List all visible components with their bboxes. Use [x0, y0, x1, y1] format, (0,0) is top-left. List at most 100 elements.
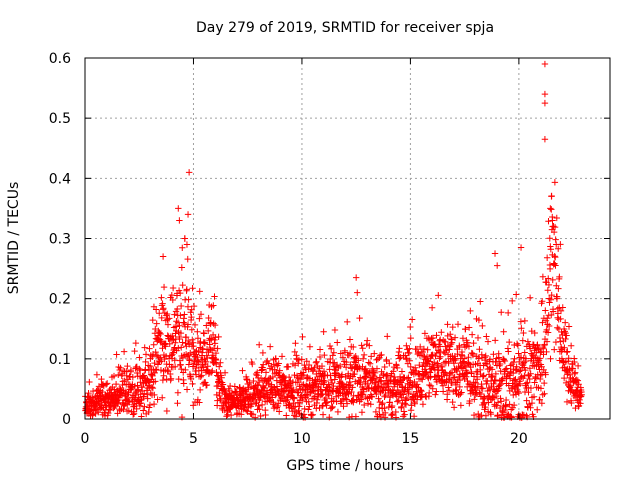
data-point: [549, 217, 556, 224]
data-point: [539, 273, 547, 280]
data-point: [556, 273, 563, 281]
data-point: [358, 409, 366, 416]
data-point: [171, 363, 179, 370]
x-axis-label: GPS time / hours: [286, 458, 403, 474]
data-point: [532, 375, 540, 382]
data-point: [482, 352, 489, 360]
data-point: [449, 323, 456, 331]
data-point: [194, 353, 201, 361]
data-point: [157, 330, 164, 338]
data-point: [524, 379, 531, 386]
data-point: [159, 253, 167, 260]
data-point: [411, 364, 419, 371]
data-point: [452, 356, 459, 364]
data-point: [447, 331, 454, 338]
data-point: [160, 305, 167, 312]
data-point: [358, 342, 365, 349]
data-point: [550, 222, 557, 230]
data-point: [117, 364, 124, 372]
data-point: [183, 386, 191, 393]
data-point: [510, 358, 517, 366]
data-point: [489, 373, 496, 380]
data-point: [422, 370, 429, 377]
data-point: [502, 366, 509, 373]
data-point: [160, 372, 167, 379]
data-point: [544, 287, 552, 294]
data-point: [120, 406, 127, 413]
data-point: [563, 398, 571, 406]
data-point: [445, 376, 453, 383]
data-point: [408, 402, 415, 409]
data-point: [445, 359, 452, 367]
data-point: [493, 402, 500, 409]
data-point: [211, 340, 219, 347]
data-point: [194, 396, 202, 403]
data-point: [185, 169, 193, 176]
data-point: [129, 411, 137, 418]
data-point: [544, 315, 551, 322]
data-point: [191, 321, 199, 329]
data-point: [351, 370, 358, 378]
data-point: [189, 363, 197, 370]
data-point: [536, 396, 543, 403]
data-point: [164, 366, 171, 374]
data-point: [197, 338, 204, 346]
data-point: [545, 275, 552, 282]
data-point: [420, 352, 428, 360]
data-point: [339, 380, 346, 387]
data-point: [565, 323, 573, 330]
data-point: [498, 309, 505, 316]
data-point: [432, 391, 439, 398]
data-point: [158, 394, 166, 401]
data-point: [529, 362, 536, 369]
data-point: [532, 354, 539, 361]
data-point: [189, 284, 196, 292]
data-point: [262, 369, 270, 376]
data-point: [313, 358, 320, 365]
data-point: [291, 395, 298, 402]
data-point: [207, 346, 214, 353]
data-point: [158, 294, 165, 301]
data-point: [520, 329, 527, 337]
data-point: [352, 274, 360, 281]
data-point: [398, 368, 406, 375]
data-point: [166, 315, 173, 322]
data-point: [210, 320, 217, 327]
data-point: [568, 399, 575, 407]
data-point: [449, 398, 456, 406]
data-point: [212, 349, 220, 357]
data-point: [519, 337, 526, 344]
data-point: [488, 366, 496, 373]
data-point: [206, 341, 213, 348]
data-point: [304, 392, 311, 400]
y-tick-label: 0.5: [49, 111, 71, 127]
data-point: [446, 375, 453, 383]
data-point: [364, 337, 371, 344]
data-point: [497, 380, 505, 388]
data-point: [381, 404, 388, 412]
data-point: [527, 370, 534, 377]
data-point: [400, 408, 408, 415]
data-point: [174, 305, 181, 313]
data-point: [491, 250, 499, 257]
data-point: [355, 357, 362, 364]
data-point: [326, 342, 334, 350]
data-point: [551, 179, 559, 186]
data-point: [522, 366, 529, 374]
data-point: [483, 380, 490, 388]
data-point: [203, 366, 210, 373]
data-point: [153, 352, 161, 359]
y-tick-label: 0.3: [49, 232, 71, 248]
data-point: [142, 351, 150, 358]
data-point: [150, 341, 157, 348]
data-point: [545, 218, 552, 225]
data-point: [505, 348, 512, 355]
data-point: [474, 334, 482, 342]
data-point: [382, 409, 389, 417]
data-point: [518, 325, 525, 332]
data-point: [275, 360, 282, 367]
data-point: [450, 374, 457, 381]
data-point: [456, 343, 463, 351]
data-point: [426, 381, 433, 389]
data-point: [507, 413, 514, 420]
